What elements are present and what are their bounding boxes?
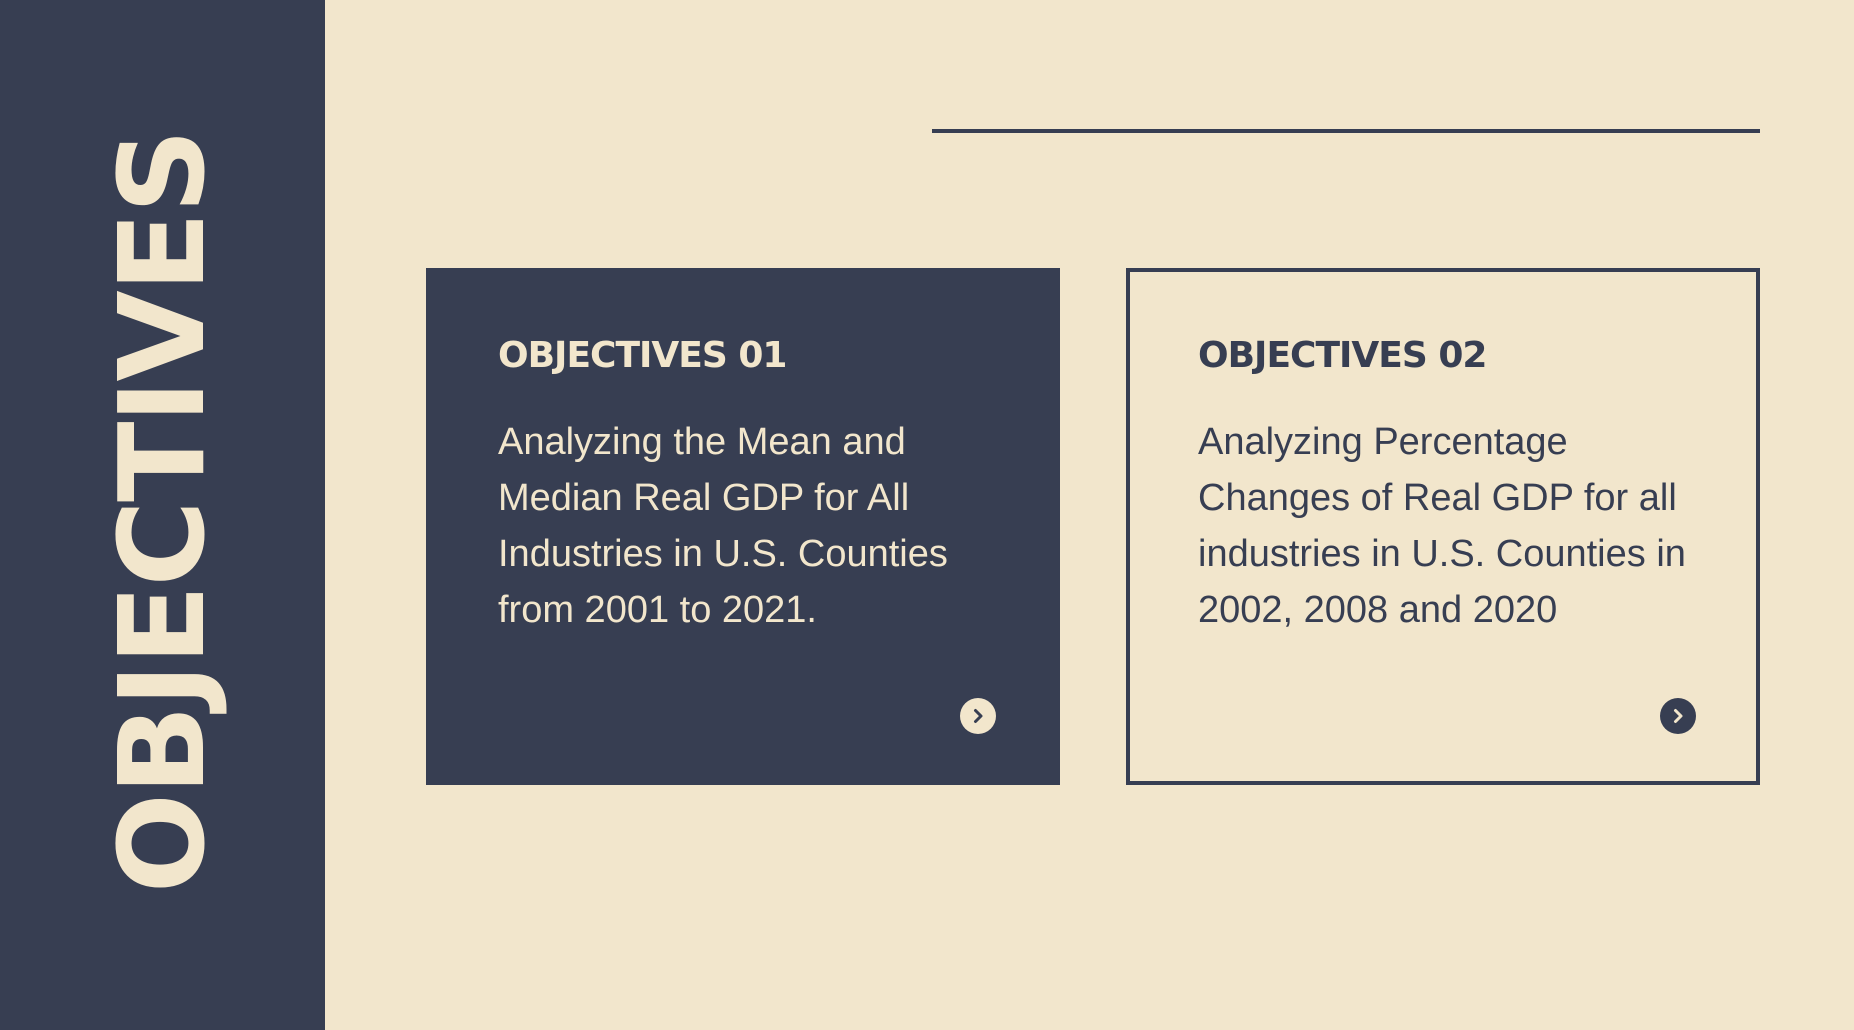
sidebar-title: OBJECTIVES: [93, 130, 231, 894]
objective-card-2: OBJECTIVES 02 Analyzing Percentage Chang…: [1126, 268, 1760, 785]
objective-card-1: OBJECTIVES 01 Analyzing the Mean and Med…: [426, 268, 1060, 785]
chevron-right-icon: [1674, 709, 1683, 723]
chevron-right-circle-icon[interactable]: [960, 698, 996, 734]
sidebar: OBJECTIVES: [0, 0, 325, 1030]
divider-line: [932, 129, 1760, 133]
chevron-right-circle-icon[interactable]: [1660, 698, 1696, 734]
card-body: Analyzing Percentage Changes of Real GDP…: [1198, 421, 1686, 631]
chevron-right-icon: [974, 709, 983, 723]
card-heading: OBJECTIVES 01: [498, 335, 787, 376]
card-body: Analyzing the Mean and Median Real GDP f…: [498, 421, 948, 631]
card-heading: OBJECTIVES 02: [1198, 335, 1487, 376]
